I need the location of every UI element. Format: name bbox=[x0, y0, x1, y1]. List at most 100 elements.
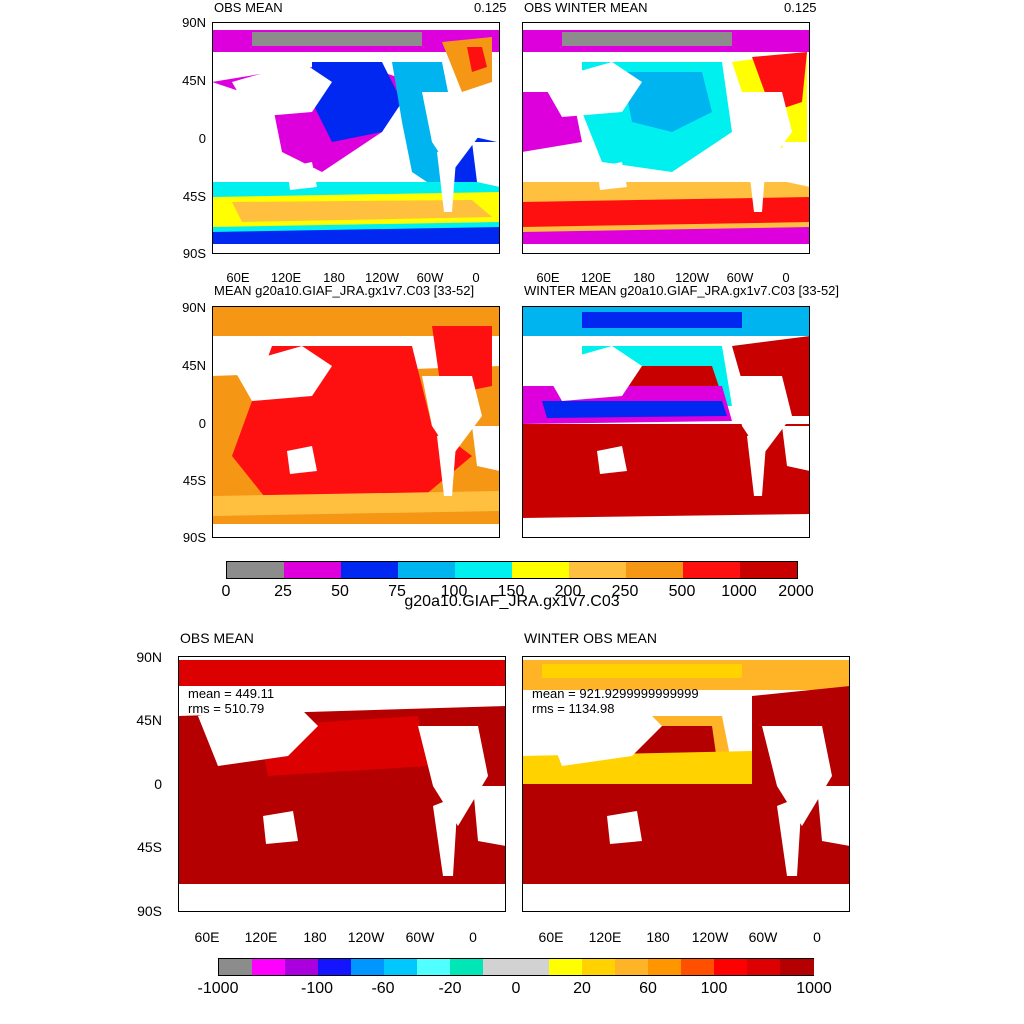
lon-tick: 0 bbox=[782, 270, 790, 285]
colorbar-2-label: 20 bbox=[573, 980, 591, 997]
colorbar-2-swatch bbox=[549, 959, 583, 975]
colorbar-2-label: -60 bbox=[371, 980, 395, 997]
lon-tick: 60E bbox=[226, 270, 250, 285]
colorbar-2-swatch bbox=[516, 959, 550, 975]
colorbar-1-swatch bbox=[284, 562, 341, 578]
colorbar-1-label: 100 bbox=[440, 583, 468, 600]
mean-stat: mean = 921.9299999999999 bbox=[532, 686, 699, 701]
lon-tick: 60E bbox=[538, 929, 564, 945]
lat-tick: 90S bbox=[182, 246, 206, 261]
panel-right-label: 0.125 bbox=[784, 0, 817, 15]
colorbar-2-label: 1000 bbox=[796, 980, 832, 997]
lat-tick: 90N bbox=[136, 649, 162, 665]
colorbar-2-label: 60 bbox=[639, 980, 657, 997]
lon-tick: 60E bbox=[194, 929, 220, 945]
colorbar-1-label: 25 bbox=[274, 583, 292, 600]
colorbar-1-label: 75 bbox=[388, 583, 406, 600]
colorbar-1-swatch bbox=[569, 562, 626, 578]
panel-right-label: 0.125 bbox=[474, 0, 507, 15]
colorbar-1 bbox=[226, 561, 798, 579]
lon-tick: 60W bbox=[405, 929, 435, 945]
colorbar-2-swatch bbox=[582, 959, 616, 975]
colorbar-1-swatch bbox=[683, 562, 740, 578]
lon-tick: 120W bbox=[365, 270, 399, 285]
panel-title: WINTER OBS MEAN bbox=[524, 630, 658, 646]
lon-tick: 60W bbox=[748, 929, 778, 945]
map-obs-winter-mean bbox=[522, 22, 810, 254]
colorbar-1-swatch bbox=[740, 562, 797, 578]
map-diff-obs-mean bbox=[178, 656, 506, 912]
colorbar-2-swatch bbox=[285, 959, 319, 975]
colorbar-1-label: 0 bbox=[221, 583, 231, 600]
colorbar-1-swatch bbox=[398, 562, 455, 578]
lon-tick: 60W bbox=[416, 270, 444, 285]
panel-title: WINTER MEAN g20a10.GIAF_JRA.gx1v7.C03 [3… bbox=[524, 283, 840, 298]
lon-tick: 60W bbox=[726, 270, 754, 285]
lat-tick: 90S bbox=[137, 903, 162, 919]
colorbar-1-swatch bbox=[455, 562, 512, 578]
colorbar-2 bbox=[218, 958, 814, 976]
lon-tick: 0 bbox=[813, 929, 821, 945]
colorbar-1-label: 500 bbox=[668, 583, 696, 600]
colorbar-1-label: 50 bbox=[331, 583, 349, 600]
colorbar-2-swatch bbox=[450, 959, 484, 975]
colorbar-2-swatch bbox=[417, 959, 451, 975]
lon-tick: 120E bbox=[270, 270, 302, 285]
lat-tick: 0 bbox=[198, 131, 206, 146]
lon-tick: 120W bbox=[675, 270, 709, 285]
lat-tick: 90N bbox=[182, 15, 206, 30]
colorbar-1-swatch bbox=[227, 562, 284, 578]
lon-tick: 120E bbox=[580, 270, 612, 285]
lat-tick: 45N bbox=[136, 712, 162, 728]
colorbar-2-label: -20 bbox=[438, 980, 462, 997]
rms-stat: rms = 510.79 bbox=[188, 701, 265, 716]
colorbar-2-label: 100 bbox=[700, 980, 728, 997]
lon-tick: 180 bbox=[646, 929, 670, 945]
colorbar-2-label: -1000 bbox=[197, 980, 239, 997]
lon-tick: 180 bbox=[633, 270, 655, 285]
lat-tick: 45N bbox=[182, 73, 206, 88]
map-obs-mean bbox=[212, 22, 500, 254]
colorbar-1-swatch bbox=[512, 562, 569, 578]
panel-title: MEAN g20a10.GIAF_JRA.gx1v7.C03 [33-52] bbox=[214, 283, 475, 298]
lon-tick: 0 bbox=[472, 270, 480, 285]
panel-title: OBS MEAN bbox=[180, 630, 254, 646]
lat-tick: 90N bbox=[182, 300, 206, 315]
lat-tick: 45N bbox=[182, 358, 206, 373]
colorbar-1-label: 1000 bbox=[721, 583, 757, 600]
lat-tick: 0 bbox=[198, 416, 206, 431]
colorbar-1-swatch bbox=[626, 562, 683, 578]
lat-tick: 45S bbox=[182, 189, 206, 204]
colorbar-1-label: 150 bbox=[497, 583, 525, 600]
colorbar-1-label: 2000 bbox=[778, 583, 814, 600]
colorbar-2-swatch bbox=[648, 959, 682, 975]
lon-tick: 180 bbox=[323, 270, 345, 285]
colorbar-1-title: g20a10.GIAF_JRA.gx1v7.C03 bbox=[404, 593, 620, 610]
mean-stat: mean = 449.11 bbox=[188, 686, 275, 701]
lon-tick: 0 bbox=[469, 929, 477, 945]
map-model-winter-mean bbox=[522, 306, 810, 538]
lon-tick: 120E bbox=[588, 929, 622, 945]
map-diff-winter-obs-mean bbox=[522, 656, 850, 912]
colorbar-2-swatch bbox=[483, 959, 517, 975]
colorbar-2-swatch bbox=[252, 959, 286, 975]
map-model-mean bbox=[212, 306, 500, 538]
lat-tick: 45S bbox=[182, 473, 206, 488]
lat-tick: 45S bbox=[137, 839, 162, 855]
colorbar-2-swatch bbox=[615, 959, 649, 975]
panel-title: OBS MEAN bbox=[214, 0, 283, 15]
colorbar-2-swatch bbox=[351, 959, 385, 975]
lat-tick: 0 bbox=[154, 776, 162, 792]
lat-tick: 90S bbox=[182, 530, 206, 545]
colorbar-1-label: 200 bbox=[554, 583, 582, 600]
colorbar-1-swatch bbox=[341, 562, 398, 578]
colorbar-2-swatch bbox=[219, 959, 253, 975]
panel-title: OBS WINTER MEAN bbox=[524, 0, 648, 15]
lon-tick: 120W bbox=[691, 929, 729, 945]
rms-stat: rms = 1134.98 bbox=[532, 701, 615, 716]
colorbar-2-swatch bbox=[714, 959, 748, 975]
lon-tick: 180 bbox=[303, 929, 327, 945]
lon-tick: 120E bbox=[244, 929, 278, 945]
lon-tick: 120W bbox=[347, 929, 385, 945]
colorbar-2-label: 0 bbox=[511, 980, 521, 997]
